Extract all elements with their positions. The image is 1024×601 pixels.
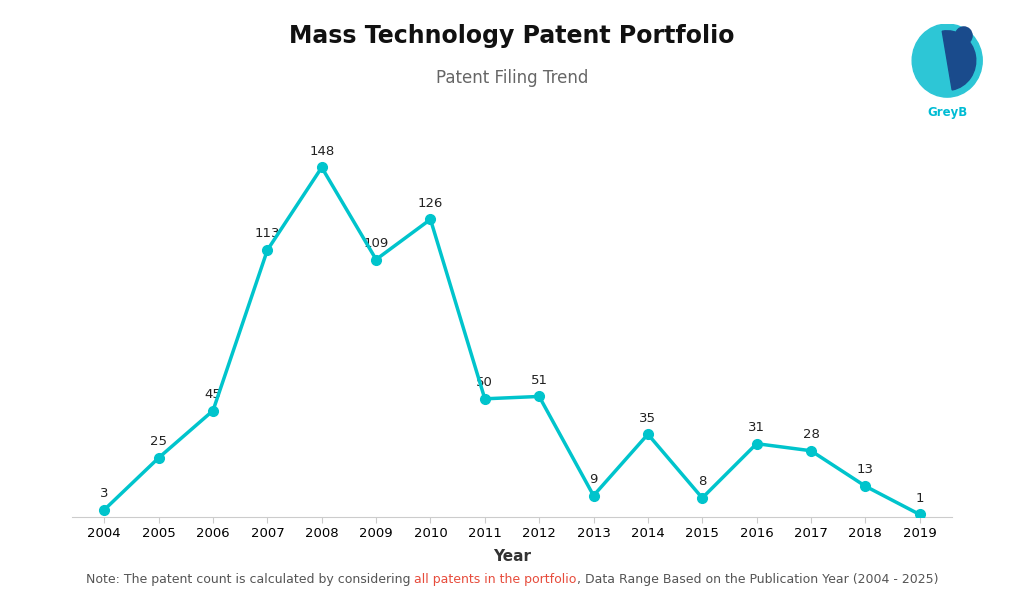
X-axis label: Year: Year [493, 549, 531, 564]
Text: 126: 126 [418, 197, 443, 210]
Text: Patent Filing Trend: Patent Filing Trend [436, 69, 588, 87]
Wedge shape [942, 31, 976, 90]
Text: 28: 28 [803, 428, 819, 441]
Text: 50: 50 [476, 376, 494, 389]
Text: 45: 45 [205, 388, 221, 401]
Circle shape [955, 27, 972, 44]
Text: 148: 148 [309, 145, 335, 157]
Circle shape [912, 24, 982, 97]
Text: Mass Technology Patent Portfolio: Mass Technology Patent Portfolio [289, 24, 735, 48]
Text: 9: 9 [590, 473, 598, 486]
Text: 25: 25 [151, 435, 167, 448]
Text: 1: 1 [915, 492, 924, 505]
Text: GreyB: GreyB [927, 106, 968, 119]
Text: Note: The patent count is calculated by considering: Note: The patent count is calculated by … [86, 573, 415, 586]
Text: 113: 113 [255, 227, 281, 240]
Text: all patents in the portfolio: all patents in the portfolio [415, 573, 577, 586]
Text: 35: 35 [639, 412, 656, 424]
Text: 31: 31 [749, 421, 765, 434]
Text: 3: 3 [100, 487, 109, 500]
Text: , Data Range Based on the Publication Year (2004 - 2025): , Data Range Based on the Publication Ye… [577, 573, 938, 586]
Text: 51: 51 [530, 374, 548, 386]
Text: 13: 13 [857, 463, 873, 477]
Text: 109: 109 [364, 237, 389, 250]
Text: 8: 8 [698, 475, 707, 488]
